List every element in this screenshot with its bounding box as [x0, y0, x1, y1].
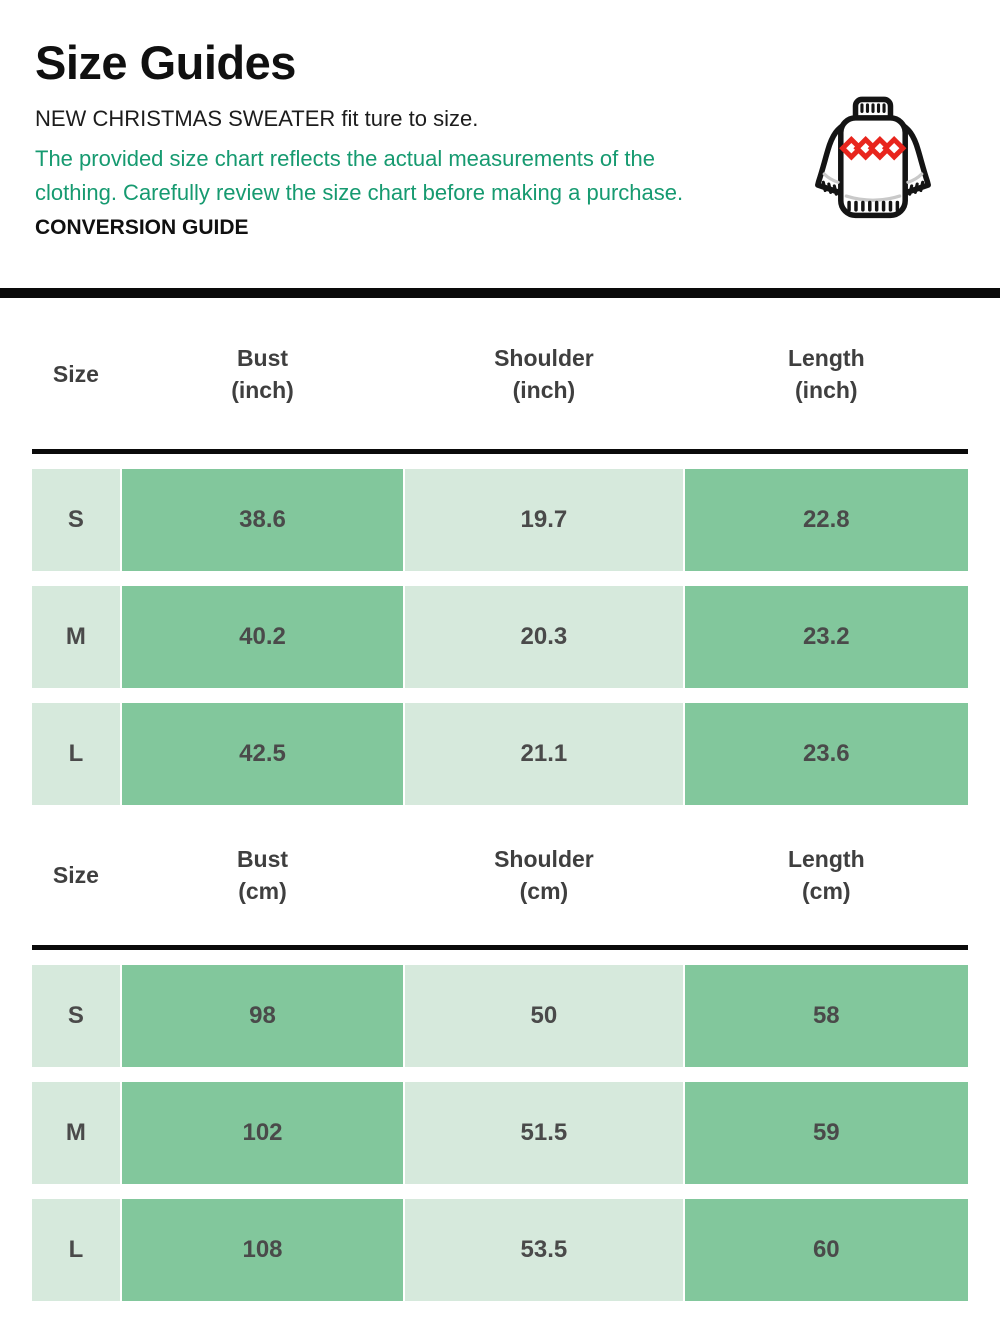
- cell-shoulder: 21.1: [405, 703, 683, 805]
- cell-length: 23.2: [684, 586, 968, 688]
- table-header-row: Size Bust (cm) Shoulder (cm) Length (cm): [32, 805, 968, 945]
- table-row: L 42.5 21.1 23.6: [32, 703, 968, 805]
- cell-length: 60: [684, 1199, 968, 1301]
- cell-bust: 108: [121, 1199, 404, 1301]
- column-header-shoulder: Shoulder (cm): [494, 846, 594, 904]
- cell-length: 58: [684, 965, 968, 1067]
- table-row: S 38.6 19.7 22.8: [32, 469, 968, 571]
- column-header-length: Length (cm): [787, 846, 865, 904]
- cell-size: L: [32, 703, 120, 805]
- cell-bust: 98: [121, 965, 404, 1067]
- cell-bust: 102: [121, 1082, 404, 1184]
- cell-size: S: [32, 965, 120, 1067]
- cell-size: M: [32, 1082, 120, 1184]
- cell-shoulder: 20.3: [405, 586, 683, 688]
- cell-shoulder: 19.7: [405, 469, 683, 571]
- size-table-cm: Size Bust (cm) Shoulder (cm) Length (cm)…: [32, 805, 968, 1301]
- top-divider-bar: [0, 288, 1000, 298]
- table-row: M 40.2 20.3 23.2: [32, 586, 968, 688]
- cell-bust: 40.2: [121, 586, 404, 688]
- intro-section: Size Guides NEW CHRISTMAS SWEATER fit tu…: [0, 0, 1000, 288]
- table-row: L 108 53.5 60: [32, 1199, 968, 1301]
- cell-length: 59: [684, 1082, 968, 1184]
- cell-shoulder: 53.5: [405, 1199, 683, 1301]
- cell-shoulder: 50: [405, 965, 683, 1067]
- sweater-icon: [815, 96, 931, 219]
- column-header-shoulder: Shoulder (inch): [494, 344, 594, 403]
- column-header-length: Length (inch): [787, 344, 865, 403]
- cell-length: 22.8: [684, 469, 968, 571]
- header-divider-line: [32, 449, 968, 454]
- column-header-bust: Bust (cm): [236, 846, 289, 904]
- column-header-size: Size: [52, 862, 99, 888]
- product-fit-note: NEW CHRISTMAS SWEATER fit ture to size.: [35, 106, 479, 132]
- size-table-inch: Size Bust (inch) Shoulder (inch) Length …: [32, 298, 968, 805]
- cell-bust: 42.5: [121, 703, 404, 805]
- cell-size: L: [32, 1199, 120, 1301]
- column-header-size: Size: [52, 360, 99, 387]
- table-header-row: Size Bust (inch) Shoulder (inch) Length …: [32, 298, 968, 449]
- table-row: S 98 50 58: [32, 965, 968, 1067]
- cell-shoulder: 51.5: [405, 1082, 683, 1184]
- diamond-pattern: [839, 135, 907, 161]
- page-title: Size Guides: [35, 36, 296, 89]
- cell-bust: 38.6: [121, 469, 404, 571]
- header-divider-line: [32, 945, 968, 950]
- table-row: M 102 51.5 59: [32, 1082, 968, 1184]
- conversion-guide-label: CONVERSION GUIDE: [35, 216, 249, 240]
- cell-size: M: [32, 586, 120, 688]
- cell-size: S: [32, 469, 120, 571]
- size-chart-note: The provided size chart reflects the act…: [35, 146, 684, 206]
- cell-length: 23.6: [684, 703, 968, 805]
- column-header-bust: Bust (inch): [231, 344, 294, 403]
